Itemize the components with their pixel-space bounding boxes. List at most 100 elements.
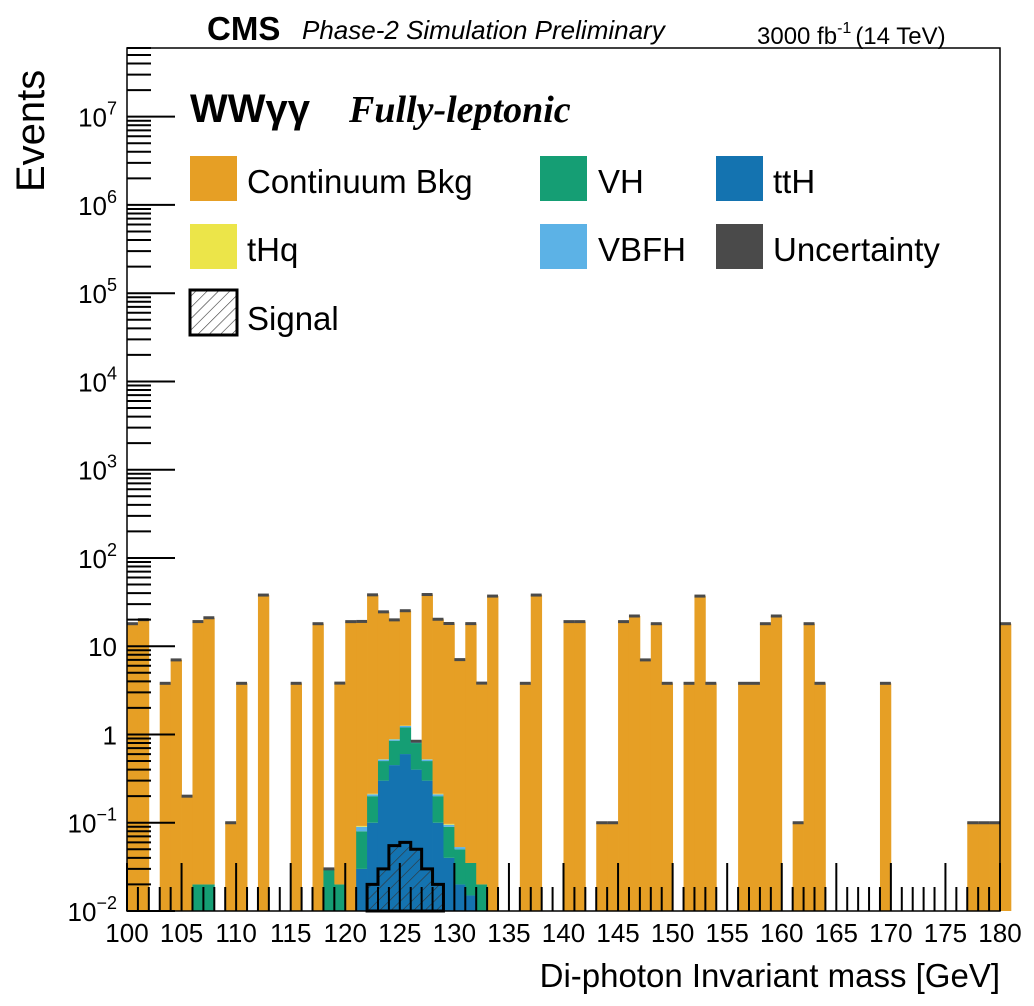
bar-vbfh-124 xyxy=(388,739,401,741)
bar-tth-129 xyxy=(443,857,455,911)
bar-vh-126 xyxy=(410,743,423,770)
uncertainty-band-148 xyxy=(650,622,662,626)
bar-continuum-179 xyxy=(989,822,1001,911)
bar-continuum-120 xyxy=(345,621,357,911)
bar-continuum-162 xyxy=(803,623,815,911)
uncertainty-band-162 xyxy=(803,622,815,626)
bar-vh-124 xyxy=(388,740,401,766)
bar-vh-107 xyxy=(203,884,215,911)
histogram-bars xyxy=(127,594,1012,911)
bar-tth-124 xyxy=(388,765,401,911)
y-tick-label: 1 xyxy=(103,720,117,750)
bar-continuum-157 xyxy=(749,683,761,911)
uncertainty-band-124 xyxy=(388,618,400,622)
bar-continuum-161 xyxy=(792,822,804,911)
bar-continuum-144 xyxy=(607,822,619,911)
bar-continuum-146 xyxy=(628,616,641,911)
bar-tth-131 xyxy=(465,895,477,911)
y-tick-label: 104 xyxy=(78,363,117,397)
uncertainty-band-132 xyxy=(476,681,488,685)
uncertainty-band-119 xyxy=(334,681,346,685)
uncertainty-band-149 xyxy=(661,681,673,685)
bar-continuum-100 xyxy=(127,623,139,911)
bar-continuum-148 xyxy=(650,623,663,911)
bar-continuum-112 xyxy=(257,595,270,911)
bar-vh-122 xyxy=(367,796,379,823)
y-tick-label: 106 xyxy=(78,187,117,221)
bar-continuum-178 xyxy=(978,822,990,911)
legend-swatch-uncertainty xyxy=(716,224,763,269)
bar-tth-127 xyxy=(421,780,433,911)
legend-swatch-continuum xyxy=(190,156,237,201)
bar-tth-123 xyxy=(377,780,390,911)
x-tick-label: 150 xyxy=(651,918,694,948)
legend-swatch-thq xyxy=(190,224,237,269)
bar-vbfh-122 xyxy=(367,794,379,797)
y-tick-label: 10 xyxy=(88,632,117,662)
uncertainty-band-137 xyxy=(530,593,542,597)
bar-tth-126 xyxy=(410,769,423,911)
signal-outline xyxy=(365,840,445,913)
bar-vh-131 xyxy=(465,862,477,896)
bar-tth-130 xyxy=(454,884,466,911)
bar-continuum-137 xyxy=(530,595,543,911)
bar-continuum-128 xyxy=(432,619,444,794)
bar-continuum-163 xyxy=(814,683,826,911)
bar-continuum-105 xyxy=(181,796,193,911)
bar-thq-121 xyxy=(356,825,368,827)
uncertainty-band-140 xyxy=(563,620,575,624)
bar-vbfh-128 xyxy=(432,794,444,797)
bar-vh-125 xyxy=(399,727,412,755)
x-tick-label: 160 xyxy=(760,918,803,948)
legend-swatch-vh xyxy=(540,156,587,201)
signal-histogram xyxy=(365,840,445,913)
bar-continuum-152 xyxy=(694,596,706,911)
uncertainty-band-156 xyxy=(738,681,750,685)
uncertainty-band-104 xyxy=(170,658,182,662)
uncertainty-band-163 xyxy=(814,681,826,685)
uncertainty-band-159 xyxy=(770,614,782,618)
x-tick-label: 120 xyxy=(324,918,367,948)
x-tick-label: 170 xyxy=(869,918,912,948)
uncertainty-band-169 xyxy=(879,681,891,685)
bar-vh-132 xyxy=(476,884,488,911)
legend-label-signal: Signal xyxy=(247,300,339,337)
x-tick-label: 115 xyxy=(270,918,311,948)
x-axis-title: Di-photon Invariant mass [GeV] xyxy=(540,957,1000,994)
uncertainty-band-133 xyxy=(487,594,499,598)
legend: Continuum Bkg VH ttH tHq VBFH Uncertaint… xyxy=(188,156,940,337)
uncertainty-band-143 xyxy=(596,821,608,825)
uncertainty-band-146 xyxy=(628,614,640,618)
bar-continuum-169 xyxy=(879,683,892,911)
y-tick-label: 10−1 xyxy=(68,805,117,839)
uncertainty-band-123 xyxy=(377,610,389,614)
uncertainty-band-110 xyxy=(236,681,248,685)
bar-vh-106 xyxy=(192,884,204,911)
uncertainty-band-106 xyxy=(192,620,204,624)
bar-continuum-110 xyxy=(236,683,248,911)
y-axis-ticks: 10−2 10−1 1 10 102 103 104 105 106 107 xyxy=(68,47,175,927)
uncertainty-band-109 xyxy=(225,821,237,825)
bar-vh-127 xyxy=(421,761,433,781)
uncertainty-band-107 xyxy=(203,616,215,620)
legend-label-vh: VH xyxy=(598,163,644,200)
uncertainty-band-120 xyxy=(345,620,357,624)
legend-label-thq: tHq xyxy=(247,231,298,268)
bar-tth-128 xyxy=(432,822,444,911)
bar-continuum-156 xyxy=(738,683,750,911)
bar-continuum-129 xyxy=(443,623,455,824)
uncertainty-band-177 xyxy=(967,821,979,825)
legend-label-vbfh: VBFH xyxy=(598,231,686,268)
x-tick-label: 130 xyxy=(433,918,476,948)
bar-vbfh-121 xyxy=(356,826,368,832)
legend-swatch-vbfh xyxy=(540,224,587,269)
uncertainty-band-178 xyxy=(978,821,990,825)
uncertainty-band-147 xyxy=(639,658,651,662)
bar-thq-128 xyxy=(432,793,444,795)
bar-continuum-131 xyxy=(465,623,477,863)
x-tick-label: 180 xyxy=(978,918,1021,948)
uncertainty-band-105 xyxy=(181,794,193,798)
bar-continuum-124 xyxy=(388,619,401,740)
legend-swatch-signal xyxy=(188,288,239,337)
legend-label-uncertainty: Uncertainty xyxy=(773,231,940,268)
